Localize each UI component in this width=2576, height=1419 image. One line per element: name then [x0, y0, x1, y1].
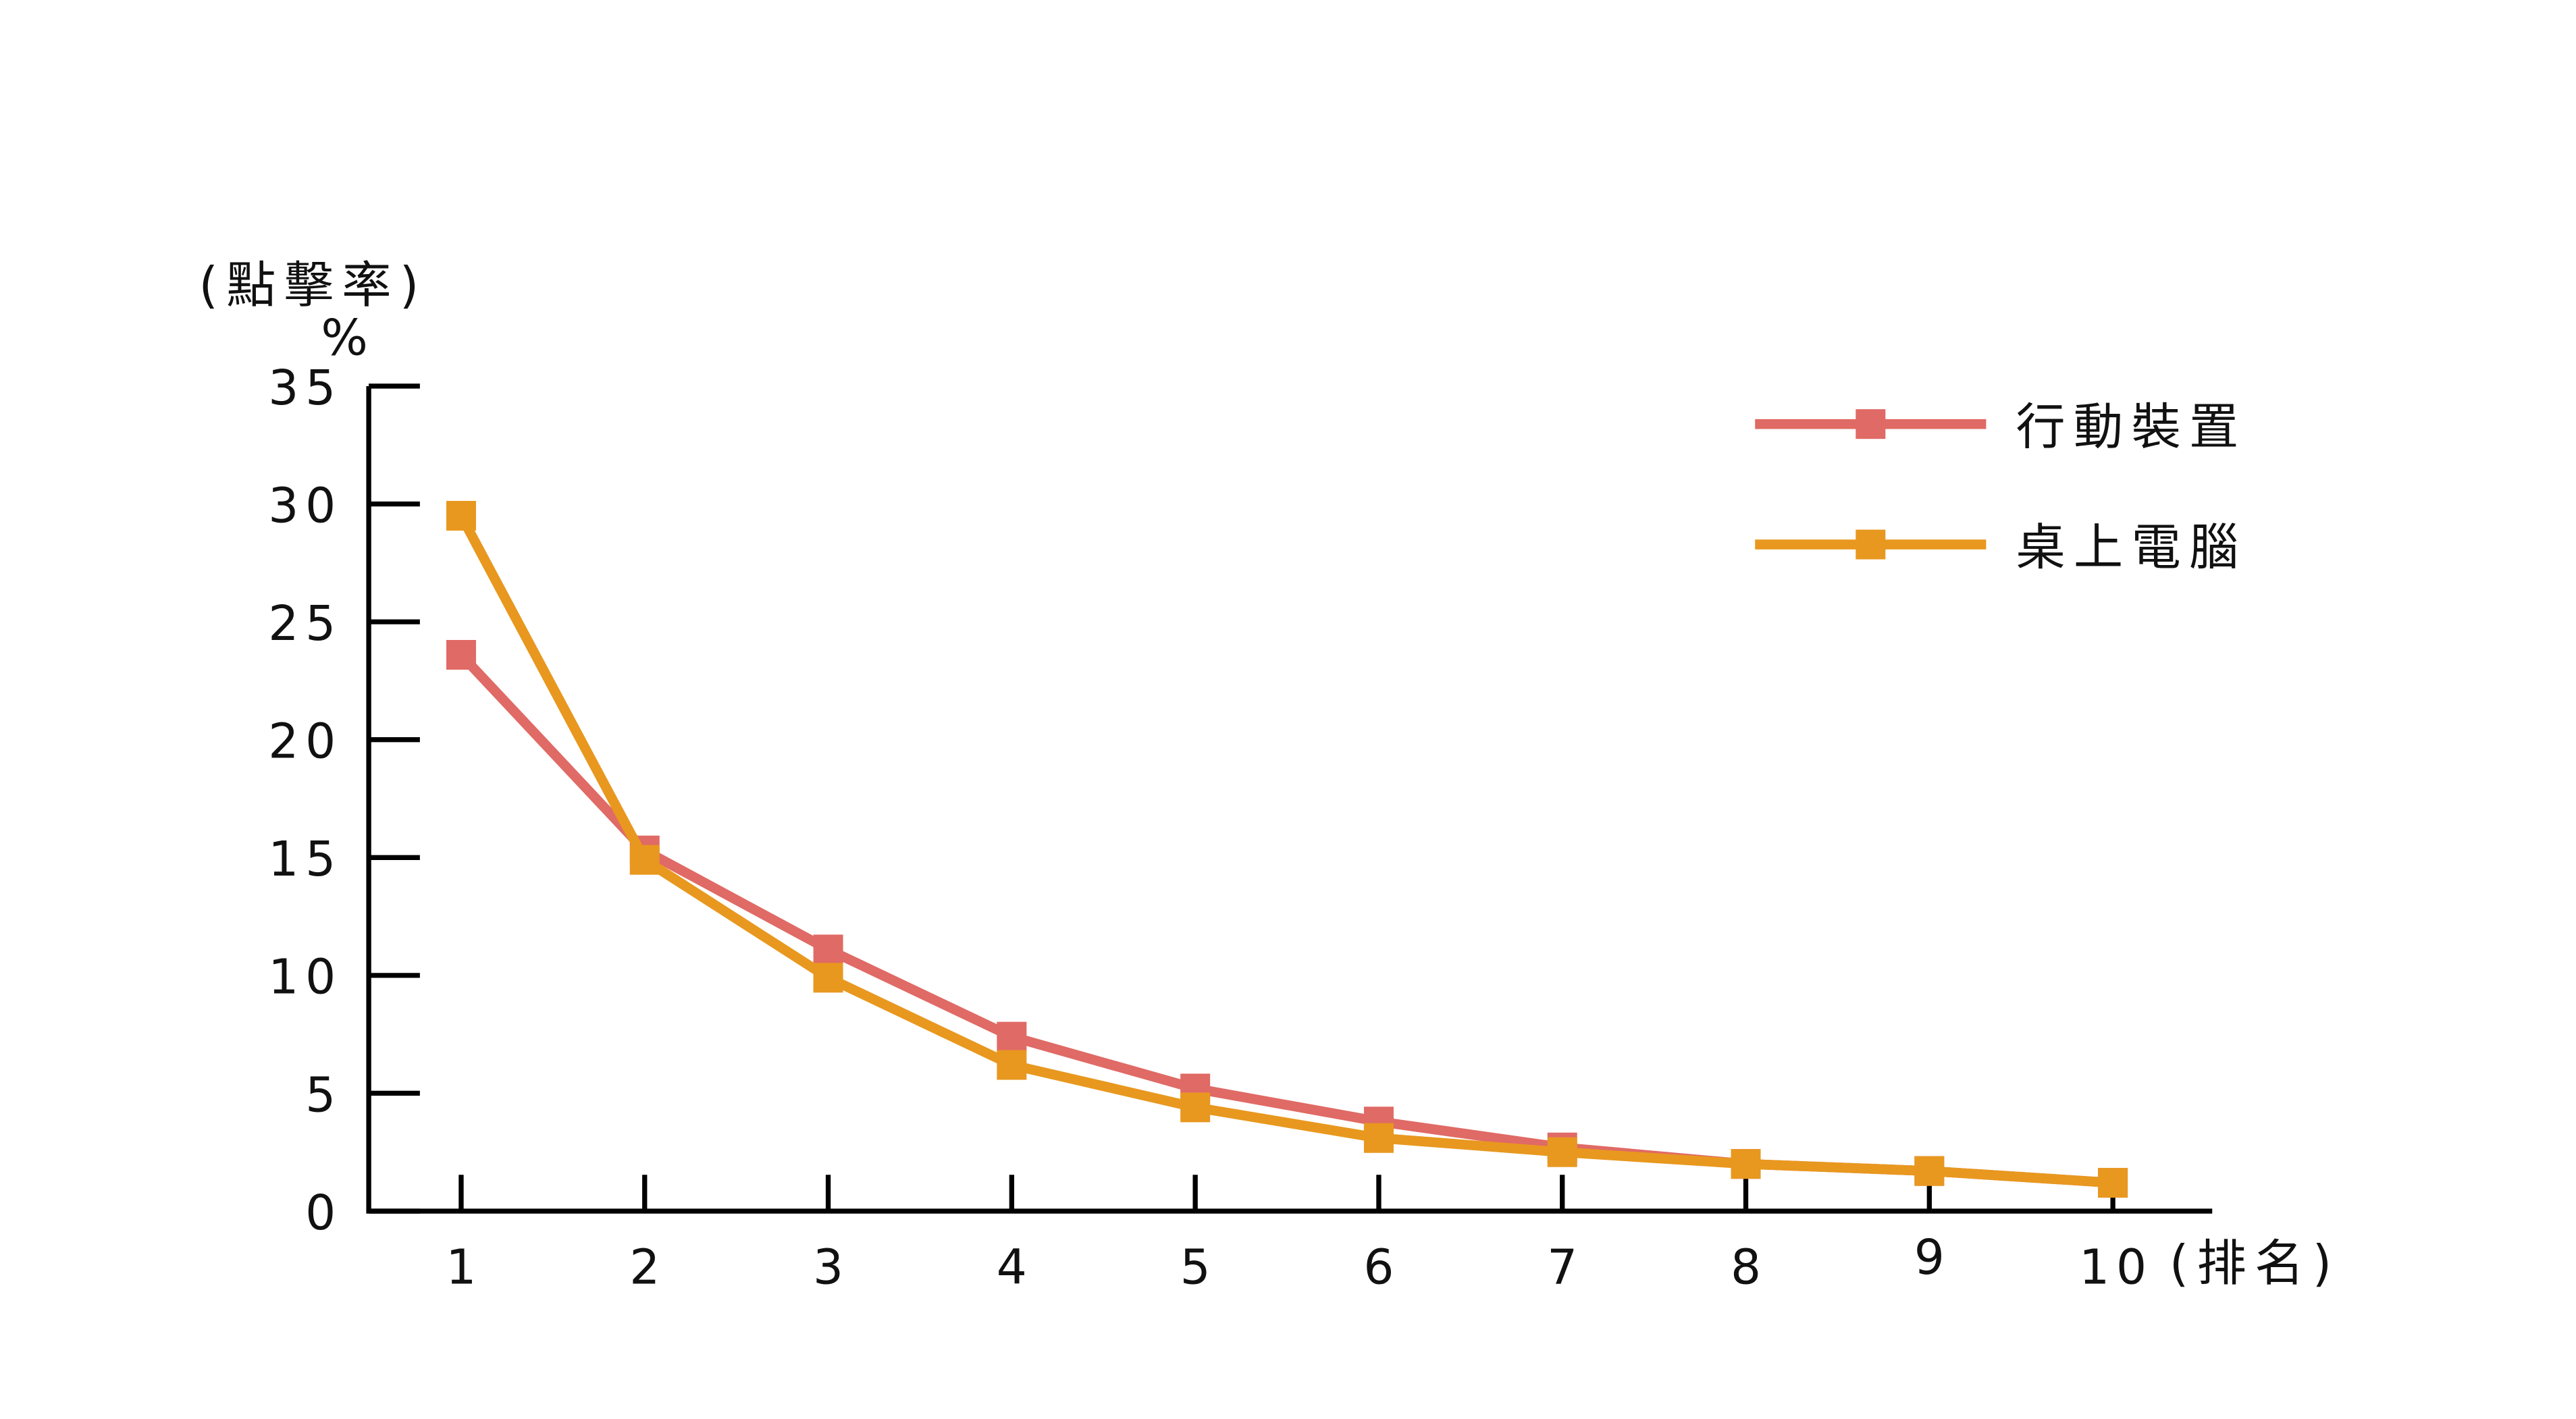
- series-group: [446, 500, 2128, 1198]
- data-point-marker: [446, 500, 476, 531]
- y-tick-label: 5: [305, 1067, 342, 1123]
- data-point-marker: [446, 639, 476, 670]
- y-tick-label: 25: [268, 595, 342, 651]
- data-point-marker: [1180, 1092, 1211, 1123]
- y-axis-unit: %: [321, 310, 376, 367]
- x-tick-label: 6: [1363, 1239, 1400, 1295]
- data-point-marker: [1547, 1137, 1577, 1167]
- y-tick-label: 20: [268, 714, 342, 770]
- legend-label: 行動裝置: [2016, 398, 2246, 456]
- x-tick-label: 5: [1180, 1239, 1217, 1295]
- data-point-marker: [813, 963, 843, 993]
- legend-marker: [1856, 529, 1886, 560]
- x-tick-label: 1: [446, 1239, 483, 1295]
- x-tick-label: 9: [1914, 1229, 1951, 1285]
- y-axis-label: (點擊率): [199, 257, 427, 314]
- x-tick-label: 2: [629, 1239, 666, 1295]
- legend-marker: [1856, 409, 1886, 439]
- data-point-marker: [2098, 1168, 2128, 1198]
- y-tick-label: 15: [268, 831, 342, 887]
- legend-label: 桌上電腦: [2016, 519, 2246, 577]
- y-tick-label: 35: [268, 360, 342, 416]
- y-tick-label: 30: [268, 477, 342, 533]
- x-tick-label: 7: [1547, 1239, 1584, 1295]
- data-point-marker: [1731, 1149, 1761, 1179]
- y-tick-label: 0: [305, 1185, 342, 1241]
- x-tick-label: 4: [997, 1239, 1034, 1295]
- series-line-2: [456, 513, 2113, 1188]
- x-tick-label: 10: [2079, 1239, 2153, 1295]
- y-tick-label: 10: [268, 949, 342, 1005]
- x-tick-label: 3: [813, 1239, 850, 1295]
- data-point-marker: [813, 934, 843, 965]
- data-point-marker: [997, 1050, 1027, 1080]
- axes: 0 5 10 15 20 25 30 35 1 2 3 4 5 6 7 8 9 10: [268, 360, 2213, 1295]
- series-line-1: [457, 651, 2113, 1188]
- data-point-marker: [1914, 1156, 1945, 1186]
- data-point-marker: [997, 1021, 1027, 1052]
- data-point-marker: [629, 845, 660, 875]
- x-tick-label: 8: [1731, 1239, 1768, 1295]
- x-axis-label: (排名): [2170, 1235, 2340, 1293]
- data-point-marker: [1363, 1123, 1394, 1153]
